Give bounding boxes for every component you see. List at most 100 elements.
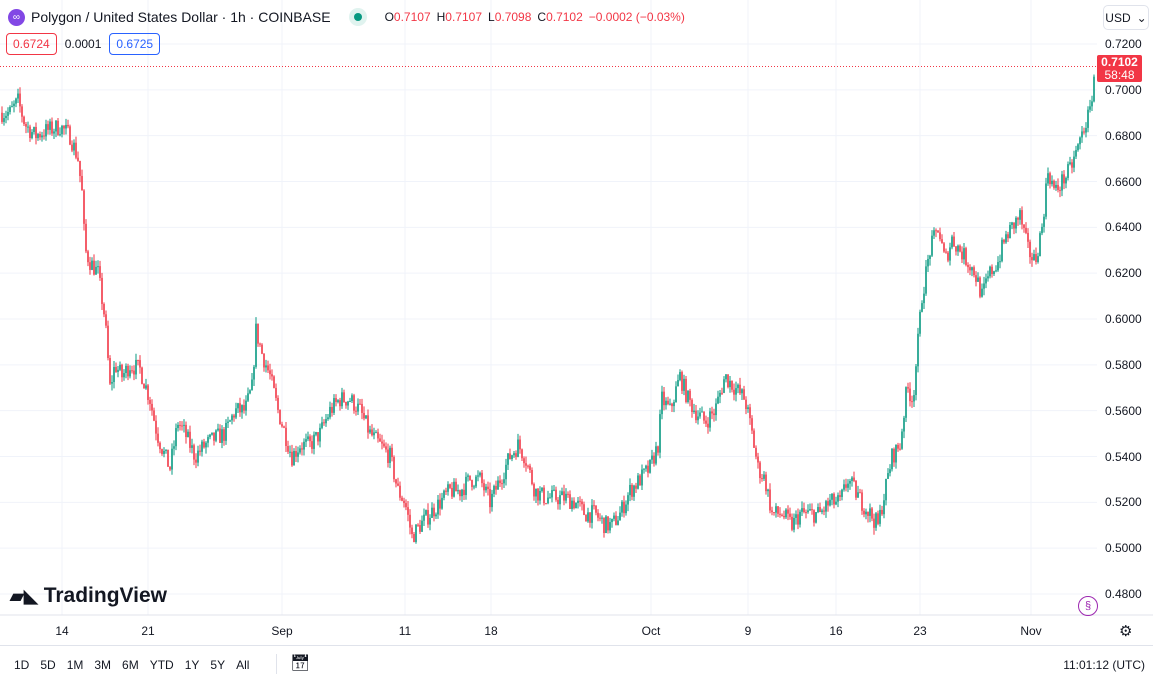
candle-body (457, 490, 459, 492)
candle-body (381, 441, 383, 444)
candle-body (17, 93, 19, 99)
range-button-5d[interactable]: 5D (40, 658, 56, 672)
candle-body (1027, 232, 1029, 242)
candle-body (229, 420, 231, 422)
candle-body (727, 374, 729, 388)
candle-body (849, 480, 851, 484)
candle-body (953, 236, 955, 247)
candle-body (329, 406, 331, 418)
candle-body (119, 364, 121, 370)
range-button-3m[interactable]: 3M (94, 658, 112, 672)
range-button-ytd[interactable]: YTD (149, 658, 174, 672)
candle-body (745, 399, 747, 410)
candle-body (739, 384, 741, 394)
candle-body (977, 277, 979, 282)
currency-select[interactable]: USD ⌄ (1103, 5, 1149, 30)
candle-body (471, 480, 473, 487)
candle-body (889, 469, 891, 474)
symbol-title[interactable]: Polygon / United States Dollar · 1h · CO… (31, 9, 331, 25)
y-tick-label: 0.6000 (1105, 312, 1142, 326)
candle-body (813, 510, 815, 523)
polygon-logo-icon: ∞ (8, 8, 25, 26)
price-chart[interactable] (0, 0, 1153, 645)
candle-body (959, 245, 961, 252)
candle-body (891, 448, 893, 470)
market-status-icon[interactable] (348, 8, 367, 26)
candle-body (809, 509, 811, 511)
candle-body (167, 449, 169, 467)
candle-body (1057, 184, 1059, 190)
candle-body (319, 427, 321, 442)
candle-body (409, 514, 411, 528)
candle-body (1063, 174, 1065, 184)
tradingview-logo[interactable]: ▰◣ TradingView (10, 584, 168, 607)
candle-body (897, 444, 899, 449)
candle-body (691, 399, 693, 413)
candle-body (413, 533, 415, 543)
buy-price-button[interactable]: 0.6725 (109, 33, 161, 55)
candle-body (25, 124, 27, 127)
candle-body (935, 230, 937, 232)
candle-body (989, 266, 991, 277)
candle-body (93, 260, 95, 275)
range-button-5y[interactable]: 5Y (210, 658, 226, 672)
range-button-1y[interactable]: 1Y (184, 658, 200, 672)
candle-body (589, 512, 591, 523)
candle-body (737, 384, 739, 389)
candle-body (407, 507, 409, 515)
candle-body (499, 480, 501, 484)
candle-body (447, 484, 449, 492)
range-button-all[interactable]: All (236, 658, 250, 672)
candle-body (127, 365, 129, 377)
candle-body (1053, 180, 1055, 188)
candle-body (291, 451, 293, 466)
sell-price-button[interactable]: 0.6724 (6, 33, 57, 55)
candle-body (155, 420, 157, 434)
candle-body (549, 497, 551, 499)
polygon-event-icon[interactable]: § (1078, 596, 1098, 616)
range-button-1m[interactable]: 1M (66, 658, 84, 672)
candle-body (831, 493, 833, 500)
candle-body (13, 103, 15, 107)
candle-body (729, 380, 731, 388)
candle-body (579, 500, 581, 502)
candle-body (1033, 254, 1035, 261)
candle-body (563, 491, 565, 501)
candle-body (371, 429, 373, 436)
calendar-range-icon[interactable]: 📅︎ (290, 655, 311, 672)
candle-body (75, 142, 77, 158)
candle-body (551, 490, 553, 498)
divider (276, 654, 277, 674)
candle-body (333, 398, 335, 413)
candle-body (215, 430, 217, 441)
candle-body (181, 425, 183, 427)
candle-body (147, 385, 149, 400)
candle-body (47, 124, 49, 130)
candle-body (601, 517, 603, 519)
candle-body (253, 366, 255, 380)
last-price: 0.7102 (1101, 55, 1138, 69)
candle-body (513, 453, 515, 456)
candle-body (43, 135, 45, 137)
candle-body (555, 489, 557, 500)
candle-body (27, 126, 29, 128)
clock[interactable]: 11:01:12 (UTC) (1063, 658, 1145, 672)
candle-body (619, 512, 621, 521)
range-button-6m[interactable]: 6M (122, 658, 139, 672)
candle-body (71, 144, 73, 151)
candle-body (111, 382, 113, 384)
candle-body (1073, 156, 1075, 168)
candle-body (237, 403, 239, 409)
candle-body (631, 484, 633, 497)
candle-body (251, 379, 253, 391)
candle-body (363, 412, 365, 419)
candle-body (1043, 216, 1045, 227)
candle-body (1003, 239, 1005, 243)
settings-gear-icon[interactable]: ⚙ (1119, 623, 1133, 640)
candle-body (503, 479, 505, 484)
candle-body (479, 472, 481, 476)
candle-body (515, 453, 517, 457)
candle-body (1009, 224, 1011, 239)
range-button-1d[interactable]: 1D (14, 658, 30, 672)
candle-body (797, 514, 799, 525)
